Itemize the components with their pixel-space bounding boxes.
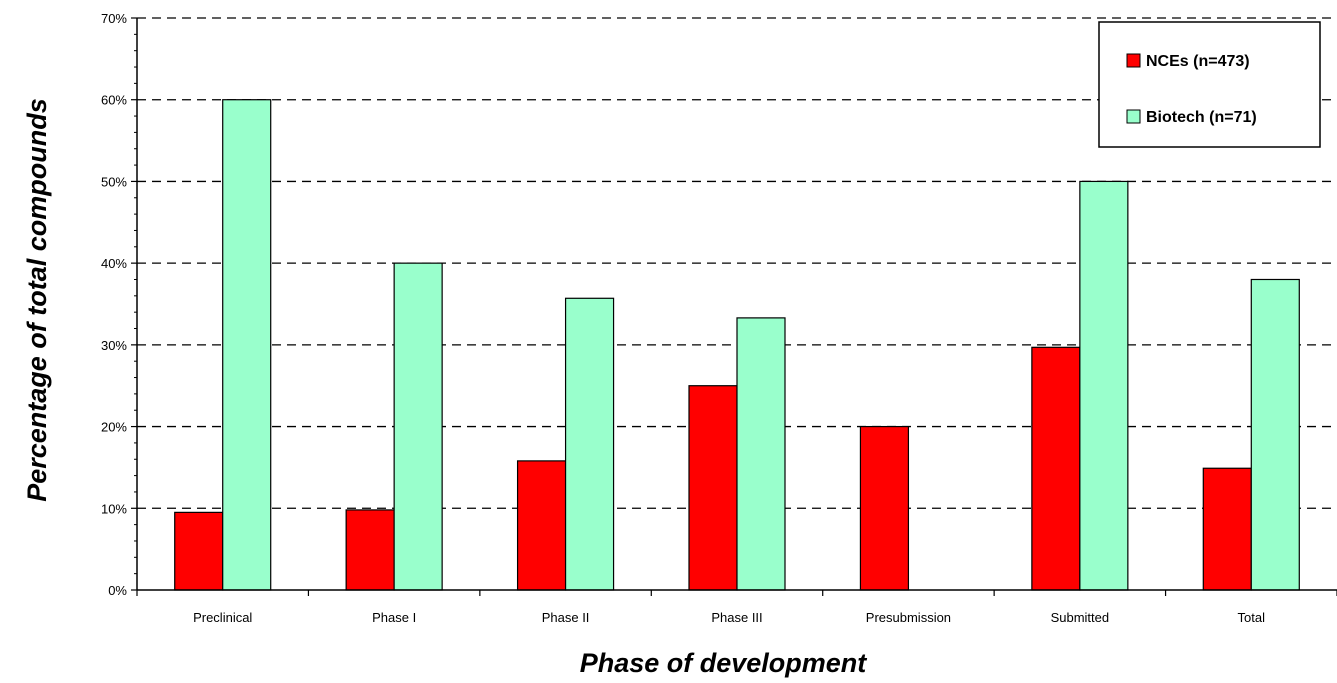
y-tick-label: 40% bbox=[101, 256, 127, 271]
legend-swatch-ncees bbox=[1126, 53, 1141, 68]
x-tick-label: Presubmission bbox=[866, 610, 951, 625]
x-tick-label: Phase II bbox=[542, 610, 590, 625]
axes bbox=[131, 17, 1337, 596]
x-tick-label: Phase III bbox=[711, 610, 762, 625]
y-tick-label: 0% bbox=[108, 583, 127, 598]
legend-label-ncees: NCEs (n=473) bbox=[1146, 53, 1250, 70]
x-tick-labels: Preclinical Phase I Phase II Phase III Presu… bbox=[193, 610, 1265, 625]
y-tick-label: 10% bbox=[101, 501, 127, 516]
legend: NCEs (n=473) Biotech (n=71) bbox=[1098, 21, 1321, 148]
x-axis-title: Phase of development bbox=[580, 648, 868, 678]
bar-ncees bbox=[1202, 467, 1252, 591]
bar-biotech bbox=[1250, 278, 1300, 591]
x-tick-label: Phase I bbox=[372, 610, 416, 625]
bar-biotech bbox=[1079, 180, 1129, 591]
bar-biotech bbox=[564, 297, 615, 591]
y-tick-label: 20% bbox=[101, 420, 127, 435]
y-tick-label: 70% bbox=[101, 11, 127, 26]
bar-ncees bbox=[516, 460, 567, 591]
x-tick-label: Total bbox=[1238, 610, 1266, 625]
x-tick-label: Submitted bbox=[1051, 610, 1110, 625]
y-tick-labels: 0% 10% 20% 30% 40% 50% 60% 70% bbox=[101, 11, 127, 598]
legend-swatch-biotech bbox=[1126, 109, 1141, 124]
bar-ncees bbox=[174, 511, 224, 591]
y-tick-label: 30% bbox=[101, 338, 127, 353]
bar-ncees bbox=[859, 425, 910, 591]
bars bbox=[174, 99, 1300, 591]
legend-box bbox=[1098, 21, 1321, 148]
bar-ncees bbox=[345, 509, 395, 591]
bar-ncees bbox=[1031, 346, 1081, 591]
bar-biotech bbox=[393, 262, 443, 591]
legend-label-biotech: Biotech (n=71) bbox=[1146, 109, 1257, 126]
bar-ncees bbox=[688, 385, 738, 591]
y-tick-label: 50% bbox=[101, 174, 127, 189]
bar-biotech bbox=[222, 99, 272, 591]
y-tick-label: 60% bbox=[101, 93, 127, 108]
y-axis-title: Percentage of total compounds bbox=[22, 98, 52, 502]
x-tick-label: Preclinical bbox=[193, 610, 252, 625]
bar-biotech bbox=[736, 317, 786, 591]
